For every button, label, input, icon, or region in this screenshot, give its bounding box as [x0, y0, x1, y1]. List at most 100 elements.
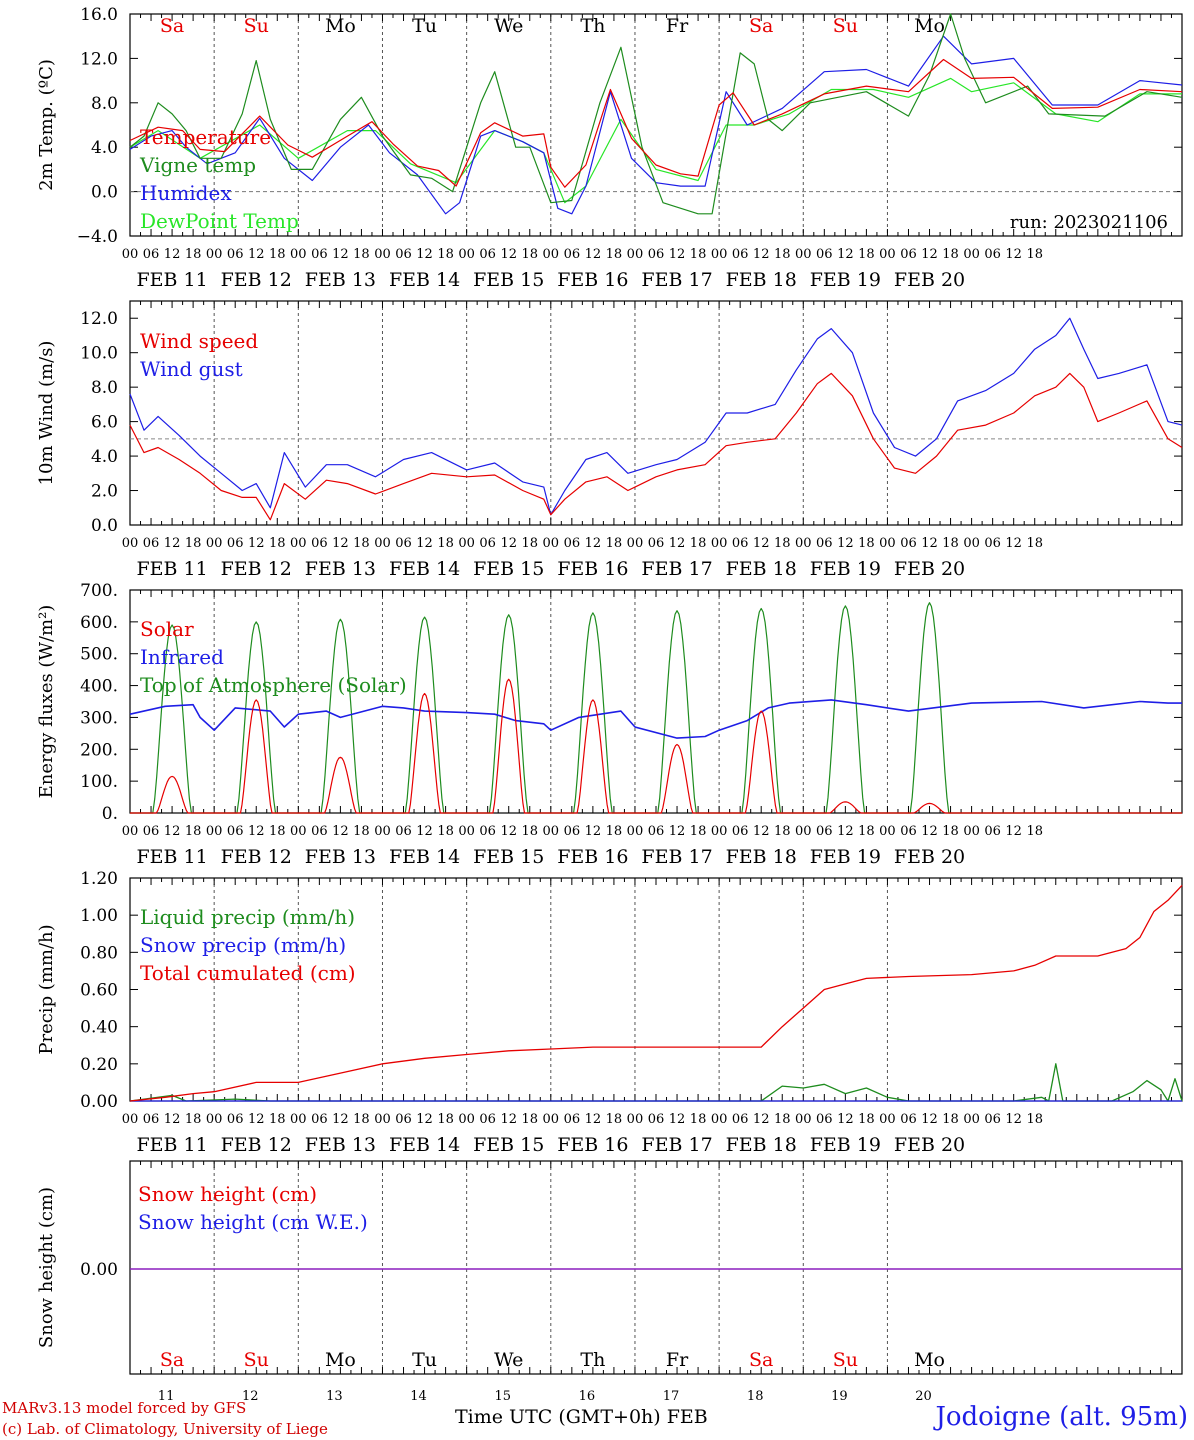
hour-tick-label: 12: [669, 824, 686, 839]
series-toa-solar: [130, 602, 1182, 814]
date-label: FEB 17: [641, 846, 712, 868]
day-number-label: 18: [747, 1389, 764, 1404]
hour-tick-label: 18: [437, 1112, 454, 1127]
hour-tick-label: 18: [858, 247, 875, 262]
legend-wind-speed: Wind speed: [140, 329, 258, 353]
hour-tick-label: 18: [437, 536, 454, 551]
hour-tick-label: 06: [395, 824, 412, 839]
hour-tick-label: 00: [879, 1112, 896, 1127]
date-label: FEB 18: [726, 558, 797, 580]
hour-tick-label: 18: [690, 824, 707, 839]
weekday-label: Sa: [749, 1349, 773, 1371]
hour-tick-label: 00: [627, 536, 644, 551]
hour-tick-label: 06: [395, 247, 412, 262]
hour-tick-label: 18: [774, 824, 791, 839]
hour-tick-label: 12: [332, 824, 349, 839]
hour-tick-label: 12: [585, 1112, 602, 1127]
hour-tick-label: 18: [521, 247, 538, 262]
hour-tick-label: 18: [269, 1112, 286, 1127]
y-tick-label: 0.20: [80, 1055, 118, 1075]
y-tick-label: 0.0: [91, 183, 118, 203]
credit-line-1: MARv3.13 model forced by GFS: [2, 1399, 247, 1417]
date-label: FEB 17: [641, 1134, 712, 1156]
y-tick-label: 0.: [102, 804, 118, 824]
hour-tick-label: 06: [143, 536, 160, 551]
hour-tick-label: 18: [606, 1112, 623, 1127]
series-dewpoint-temp: [129, 77, 1182, 204]
y-tick-label: 4.0: [91, 138, 118, 158]
hour-tick-label: 06: [227, 247, 244, 262]
weekday-label: We: [494, 15, 523, 37]
hour-tick-label: 12: [416, 1112, 433, 1127]
y-tick-label: −4.0: [77, 227, 118, 247]
weekday-label: Th: [580, 1349, 605, 1371]
date-label: FEB 16: [557, 269, 628, 291]
hour-tick-label: 12: [332, 247, 349, 262]
hour-tick-label: 18: [269, 824, 286, 839]
hour-tick-label: 18: [353, 1112, 370, 1127]
hour-tick-label: 12: [1005, 1112, 1022, 1127]
hour-tick-label: 00: [122, 536, 139, 551]
y-tick-label: 0.60: [80, 981, 118, 1001]
hour-tick-label: 00: [290, 1112, 307, 1127]
hour-tick-label: 12: [164, 536, 181, 551]
date-label: FEB 13: [305, 558, 376, 580]
hour-tick-label: 00: [627, 1112, 644, 1127]
hour-tick-label: 00: [458, 824, 475, 839]
hour-tick-label: 18: [606, 536, 623, 551]
y-tick-label: 8.0: [91, 94, 118, 114]
y-tick-label: 100.: [80, 772, 118, 792]
hour-tick-label: 00: [711, 536, 728, 551]
hour-tick-label: 00: [290, 824, 307, 839]
hour-tick-label: 12: [837, 1112, 854, 1127]
model-credit: MARv3.13 model forced by GFS (c) Lab. of…: [2, 1398, 328, 1440]
hour-tick-label: 18: [606, 247, 623, 262]
date-label: FEB 16: [557, 1134, 628, 1156]
hour-tick-label: 12: [332, 536, 349, 551]
legend-total-cumulated-cm: Total cumulated (cm): [140, 961, 356, 985]
date-label: FEB 12: [221, 846, 292, 868]
hour-tick-label: 06: [564, 1112, 581, 1127]
hour-tick-label: 12: [753, 1112, 770, 1127]
hour-tick-label: 12: [1005, 536, 1022, 551]
hour-tick-label: 00: [711, 1112, 728, 1127]
hour-tick-label: 18: [942, 1112, 959, 1127]
y-tick-label: 2.0: [91, 482, 118, 502]
hour-tick-label: 06: [648, 824, 665, 839]
hour-tick-label: 00: [627, 247, 644, 262]
hour-tick-label: 00: [543, 536, 560, 551]
date-label: FEB 19: [810, 269, 881, 291]
y-tick-label: 4.0: [91, 447, 118, 467]
y-tick-label: 1.00: [80, 906, 118, 926]
date-label: FEB 20: [894, 1134, 965, 1156]
day-number-label: 12: [242, 1389, 259, 1404]
hour-tick-label: 18: [1026, 247, 1043, 262]
y-axis-label: 10m Wind (m/s): [36, 341, 57, 486]
legend-snow-precip-mm-h: Snow precip (mm/h): [140, 933, 346, 957]
hour-tick-label: 12: [500, 1112, 517, 1127]
hour-tick-label: 12: [921, 824, 938, 839]
day-number-label: 19: [831, 1389, 848, 1404]
hour-tick-label: 12: [753, 824, 770, 839]
y-tick-label: 1.20: [80, 869, 118, 889]
date-label: FEB 11: [136, 558, 207, 580]
day-number-label: 20: [915, 1389, 932, 1404]
hour-tick-label: 00: [122, 824, 139, 839]
day-number-label: 11: [158, 1389, 175, 1404]
hour-tick-label: 06: [984, 824, 1001, 839]
hour-tick-label: 00: [879, 536, 896, 551]
hour-tick-label: 18: [690, 247, 707, 262]
weekday-label: Sa: [749, 15, 773, 37]
y-tick-label: 6.0: [91, 413, 118, 433]
weekday-label: Su: [833, 15, 858, 37]
date-label: FEB 15: [473, 1134, 544, 1156]
date-label: FEB 12: [221, 269, 292, 291]
weekday-label: Tu: [412, 1349, 437, 1371]
hour-tick-label: 18: [437, 824, 454, 839]
hour-tick-label: 00: [963, 247, 980, 262]
hour-tick-label: 18: [185, 536, 202, 551]
y-axis-label: Energy fluxes (W/m²): [36, 605, 57, 799]
date-label: FEB 16: [557, 846, 628, 868]
series-vigne-temp: [129, 13, 1183, 215]
